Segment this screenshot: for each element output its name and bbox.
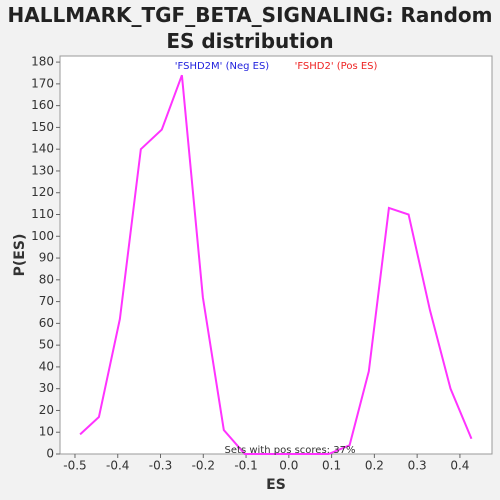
y-tick-label: 130 (31, 163, 54, 177)
y-tick-label: 70 (39, 294, 54, 308)
y-tick-label: 10 (39, 425, 54, 439)
x-axis-label: ES (266, 477, 286, 493)
y-tick-label: 150 (31, 120, 54, 134)
x-tick-label: 0.0 (279, 459, 298, 473)
x-tick-label: 0.4 (450, 459, 469, 473)
x-tick-label: -0.3 (149, 459, 172, 473)
y-tick-label: 50 (39, 338, 54, 352)
y-tick-label: 40 (39, 359, 54, 373)
y-tick-label: 0 (46, 447, 54, 461)
x-tick-label: 0.1 (322, 459, 341, 473)
y-axis-label: P(ES) (12, 234, 28, 277)
x-tick-label: -0.1 (234, 459, 257, 473)
y-tick-label: 140 (31, 142, 54, 156)
y-tick-label: 160 (31, 98, 54, 112)
y-tick-label: 90 (39, 251, 54, 265)
x-tick-label: 0.3 (408, 459, 427, 473)
y-tick-label: 170 (31, 76, 54, 90)
annotation: Sets with pos scores: 37% (225, 445, 356, 456)
annotation: 'FSHD2M' (Neg ES) (175, 61, 270, 72)
annotation: 'FSHD2' (Pos ES) (295, 61, 378, 72)
y-tick-label: 180 (31, 55, 54, 69)
y-tick-label: 60 (39, 316, 54, 330)
x-tick-label: -0.2 (192, 459, 215, 473)
plot-area (59, 55, 493, 455)
y-tick-label: 30 (39, 381, 54, 395)
x-tick-label: -0.4 (106, 459, 129, 473)
x-tick-label: -0.5 (63, 459, 86, 473)
y-tick-label: 80 (39, 272, 54, 286)
chart-title: HALLMARK_TGF_BETA_SIGNALING: Random ES d… (7, 3, 493, 53)
y-tick-label: 120 (31, 185, 54, 199)
y-tick-label: 110 (31, 207, 54, 221)
y-tick-label: 20 (39, 403, 54, 417)
y-tick-label: 100 (31, 229, 54, 243)
data-line (79, 74, 473, 455)
x-tick-label: 0.2 (365, 459, 384, 473)
